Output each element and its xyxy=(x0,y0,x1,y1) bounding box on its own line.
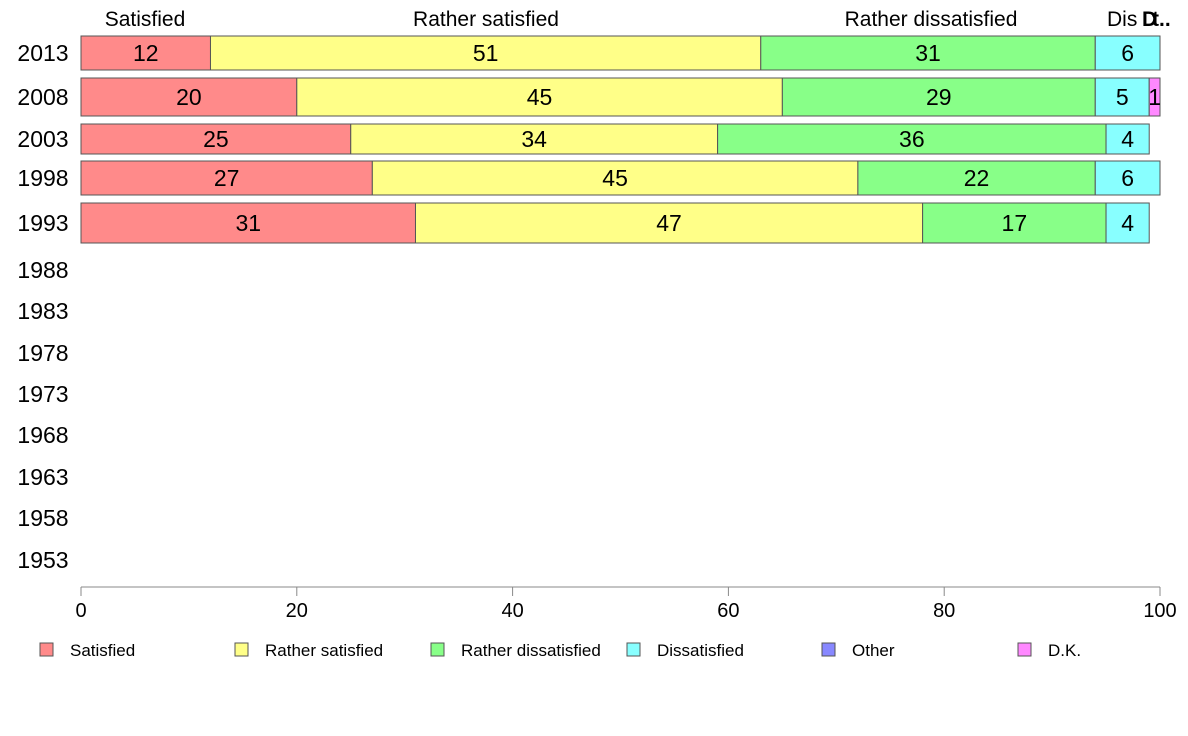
year-label: 1963 xyxy=(17,464,68,490)
year-label: 2013 xyxy=(17,40,68,66)
year-label: 1993 xyxy=(17,210,68,236)
legend-label: Rather satisfied xyxy=(265,641,383,660)
bar-segment xyxy=(80,123,352,155)
top-category-label: Dis xyxy=(1107,8,1137,31)
legend-swatch xyxy=(821,642,836,657)
data-label: 6 xyxy=(1121,40,1134,66)
bar-segment xyxy=(80,77,298,117)
legend: Satisfied Rather satisfied Rather dissatis… xyxy=(39,641,1081,660)
year-label: 1978 xyxy=(17,340,68,366)
data-label: 4 xyxy=(1121,210,1134,236)
data-label: 25 xyxy=(203,126,229,152)
data-label: 31 xyxy=(235,210,261,236)
year-label: 1968 xyxy=(17,422,68,448)
year-label: 1998 xyxy=(17,165,68,191)
bar-segment xyxy=(781,77,1096,117)
bar-segment xyxy=(1105,123,1150,155)
top-category-label: D xyxy=(1142,8,1157,31)
legend-swatch xyxy=(626,642,641,657)
top-category-label: Rather satisfied xyxy=(413,8,559,31)
bar-segment xyxy=(1094,35,1161,71)
legend-swatch xyxy=(1017,642,1032,657)
bar-segment xyxy=(296,77,783,117)
legend-label: Satisfied xyxy=(70,641,135,660)
legend-label: Rather dissatisfied xyxy=(461,641,601,660)
bar-segment xyxy=(857,160,1096,196)
top-labels: Satisfied Rather satisfied Rather dissatis… xyxy=(105,8,1171,31)
x-tick-label: 80 xyxy=(933,600,955,622)
x-tick-label: 0 xyxy=(75,600,86,622)
data-label: 47 xyxy=(656,210,682,236)
legend-swatch xyxy=(430,642,445,657)
data-label: 31 xyxy=(915,40,941,66)
bar-segment xyxy=(717,123,1107,155)
data-label: 20 xyxy=(176,84,202,110)
top-category-label: t.. xyxy=(1152,8,1171,31)
year-label: 1958 xyxy=(17,505,68,531)
bar-segment xyxy=(371,160,859,196)
data-label: 22 xyxy=(964,165,990,191)
bar-segment xyxy=(1094,160,1161,196)
bar-segment xyxy=(80,202,416,244)
year-label: 1988 xyxy=(17,257,68,283)
year-label: 1983 xyxy=(17,298,68,324)
top-category-label: Satisfied xyxy=(105,8,186,31)
data-label: 45 xyxy=(602,165,628,191)
x-tick-label: 100 xyxy=(1143,600,1176,622)
data-label: 12 xyxy=(133,40,159,66)
bar-segment xyxy=(1094,77,1150,117)
bars: 12 51 31 6 20 45 29 5 1 25 34 36 4 27 45 22 6 31 47 17 4 xyxy=(80,35,1161,244)
year-labels: 2013 2008 2003 1998 1993 1988 1983 1978 1973 1968… xyxy=(17,40,68,573)
x-tick-label: 20 xyxy=(286,600,308,622)
data-label: 17 xyxy=(1002,210,1028,236)
data-label: 6 xyxy=(1121,165,1134,191)
legend-label: Other xyxy=(852,641,895,660)
bar-segment xyxy=(1148,77,1161,117)
bar-segment xyxy=(209,35,762,71)
legend-swatch xyxy=(39,642,54,657)
data-label: 34 xyxy=(521,126,547,152)
legend-label: Dissatisfied xyxy=(657,641,744,660)
bar-segment xyxy=(80,160,373,196)
bar-segment xyxy=(922,202,1107,244)
data-label: 29 xyxy=(926,84,952,110)
x-tick-label: 60 xyxy=(717,600,739,622)
data-label: 4 xyxy=(1121,126,1134,152)
bar-segment xyxy=(1105,202,1150,244)
year-label: 2003 xyxy=(17,126,68,152)
x-axis: 0 20 40 60 80 100 xyxy=(75,586,1177,622)
legend-swatch xyxy=(234,642,249,657)
data-label: 5 xyxy=(1116,84,1129,110)
year-label: 2008 xyxy=(17,84,68,110)
data-label: 1 xyxy=(1148,84,1161,110)
bar-segment xyxy=(414,202,924,244)
data-label: 45 xyxy=(527,84,553,110)
data-label: 51 xyxy=(473,40,499,66)
x-tick-label: 40 xyxy=(501,600,523,622)
top-category-label: Rather dissatisfied xyxy=(845,8,1018,31)
data-label: 27 xyxy=(214,165,240,191)
legend-label: D.K. xyxy=(1048,641,1081,660)
year-label: 1973 xyxy=(17,381,68,407)
year-label: 1953 xyxy=(17,547,68,573)
data-label: 36 xyxy=(899,126,925,152)
